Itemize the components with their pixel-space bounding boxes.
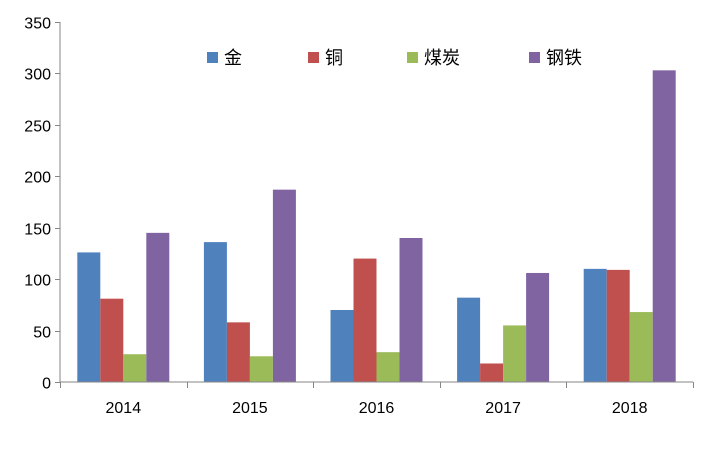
x-tick-label: 2017 bbox=[485, 400, 521, 417]
bar-2017-2 bbox=[503, 325, 527, 382]
legend: 金 铜 煤炭 钢铁 bbox=[207, 48, 582, 69]
bar-2015-2 bbox=[249, 356, 273, 382]
legend-label-0: 金 bbox=[224, 48, 242, 69]
x-tick-label: 2018 bbox=[612, 400, 648, 417]
y-tick-label: 0 bbox=[42, 376, 51, 393]
bar-2016-3 bbox=[399, 238, 423, 382]
bar-2018-0 bbox=[583, 268, 607, 382]
x-tick-label: 2015 bbox=[232, 400, 268, 417]
legend-label-2: 煤炭 bbox=[424, 48, 460, 69]
legend-label-3: 钢铁 bbox=[546, 48, 582, 69]
bar-2018-1 bbox=[606, 269, 630, 382]
bar-2014-3 bbox=[146, 232, 170, 382]
legend-label-1: 铜 bbox=[325, 48, 343, 69]
bar-2017-3 bbox=[526, 272, 550, 382]
x-tick-label: 2014 bbox=[106, 400, 142, 417]
y-tick-label: 150 bbox=[24, 222, 51, 239]
y-tick-label: 350 bbox=[24, 16, 51, 33]
bars-layer bbox=[77, 70, 676, 382]
bar-2014-1 bbox=[100, 298, 124, 382]
y-tick-label: 50 bbox=[33, 325, 51, 342]
legend-swatch-1 bbox=[308, 52, 319, 63]
bar-2014-0 bbox=[77, 252, 101, 382]
y-tick-label: 100 bbox=[24, 273, 51, 290]
x-tick-label: 2016 bbox=[359, 400, 395, 417]
bar-2015-3 bbox=[272, 189, 296, 382]
bar-2016-0 bbox=[330, 310, 354, 382]
legend-swatch-3 bbox=[529, 52, 540, 63]
bar-2017-0 bbox=[457, 297, 481, 382]
bar-2017-1 bbox=[480, 363, 504, 382]
bar-2015-0 bbox=[203, 242, 227, 382]
bar-2018-3 bbox=[652, 70, 676, 382]
bar-2016-2 bbox=[376, 352, 400, 382]
y-tick-label: 200 bbox=[24, 170, 51, 187]
bar-2015-1 bbox=[226, 322, 250, 382]
legend-swatch-2 bbox=[407, 52, 418, 63]
legend-swatch-0 bbox=[207, 52, 218, 63]
bar-2018-2 bbox=[629, 312, 653, 382]
y-tick-label: 250 bbox=[24, 119, 51, 136]
axes-layer: 0 50 100 150 200 250 300 350 2014 2015 2016 2017 201… bbox=[24, 16, 694, 417]
bar-2014-2 bbox=[123, 354, 147, 382]
y-tick-label: 300 bbox=[24, 67, 51, 84]
bar-2016-1 bbox=[353, 258, 377, 382]
